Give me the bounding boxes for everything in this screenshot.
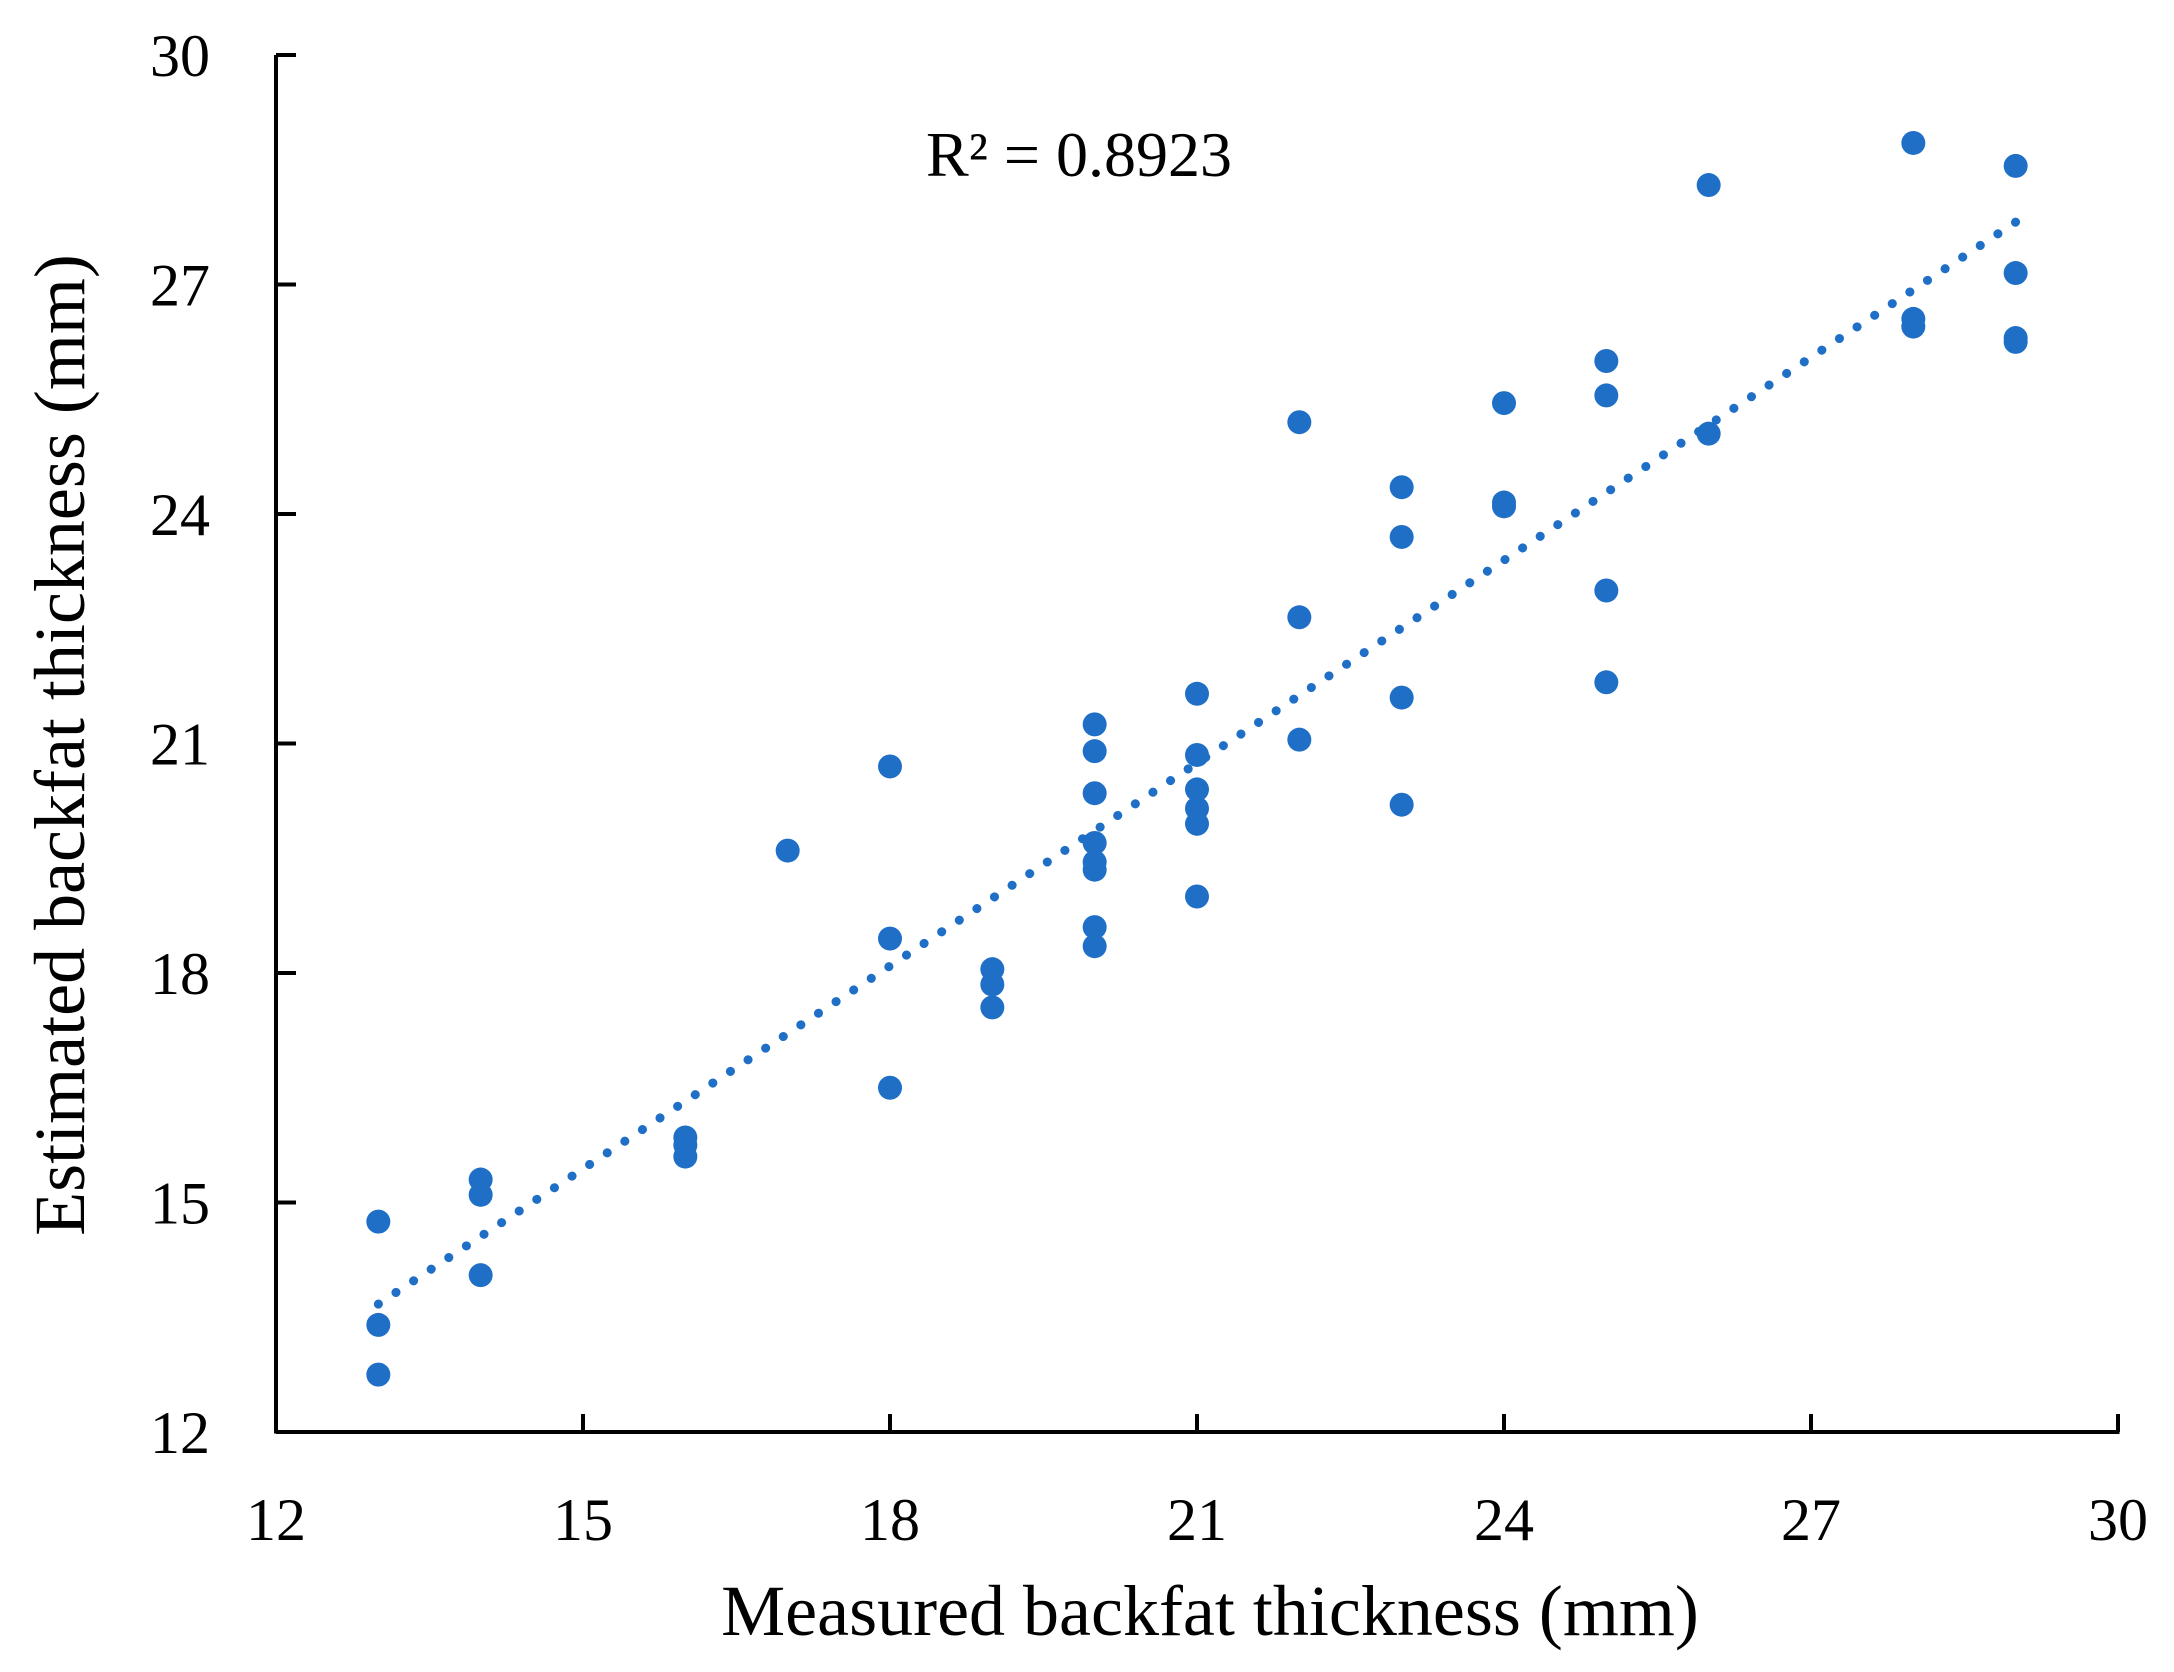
scatter-point (1082, 712, 1107, 737)
x-tick-label: 30 (2088, 1487, 2148, 1553)
scatter-point (468, 1167, 493, 1192)
scatter-point (1696, 421, 1721, 446)
scatter-point (878, 1075, 902, 1100)
scatter-point (366, 1362, 391, 1387)
y-tick-label: 15 (150, 1171, 210, 1237)
scatter-point (1594, 670, 1619, 695)
scatter-point (1082, 781, 1107, 806)
scatter-point (980, 995, 1005, 1020)
scatter-point (1389, 792, 1414, 817)
y-tick-label: 18 (150, 941, 210, 1007)
scatter-point (1082, 934, 1107, 959)
scatter-point (1594, 578, 1619, 603)
scatter-point (366, 1209, 391, 1234)
scatter-point (366, 1312, 391, 1337)
scatter-point (2003, 326, 2028, 351)
scatter-point (1594, 383, 1619, 408)
scatter-point (1185, 884, 1209, 909)
scatter-point (1287, 410, 1312, 435)
scatter-point (1287, 727, 1312, 752)
scatter-point (673, 1125, 698, 1150)
scatter-point (1185, 777, 1209, 802)
y-tick-label: 24 (150, 482, 210, 548)
y-axis-title: Estimated backfat thickness (mm) (20, 254, 100, 1236)
scatter-point (1389, 685, 1414, 710)
scatter-point (468, 1263, 493, 1288)
y-axis-ticks: 12 15 18 21 24 27 30 (150, 23, 296, 1466)
scatter-point (1082, 915, 1107, 940)
x-tick-label: 12 (246, 1487, 306, 1553)
scatter-point (775, 838, 800, 863)
x-tick-label: 24 (1474, 1487, 1534, 1553)
y-tick-label: 21 (150, 712, 210, 778)
scatter-point (1594, 349, 1619, 373)
y-tick-label: 12 (150, 1400, 210, 1466)
scatter-point (1185, 681, 1209, 706)
x-axis-title: Measured backfat thickness (mm) (721, 1571, 1699, 1651)
scatter-point (1287, 605, 1312, 630)
x-tick-label: 21 (1167, 1487, 1227, 1553)
scatter-point (1492, 391, 1516, 416)
y-tick-label: 27 (150, 253, 210, 319)
x-tick-label: 15 (553, 1487, 613, 1553)
x-tick-label: 18 (860, 1487, 920, 1553)
x-tick-label: 27 (1781, 1487, 1841, 1553)
x-axis-ticks: 12 15 18 21 24 27 30 (246, 1414, 2148, 1553)
r-squared-annotation: R² = 0.8923 (926, 119, 1232, 190)
scatter-point (1901, 306, 1926, 331)
scatter-point (1389, 475, 1414, 500)
scatter-point (1901, 130, 1926, 155)
scatter-point (1185, 742, 1209, 767)
scatter-point (1082, 830, 1107, 855)
scatter-point (980, 957, 1005, 982)
scatter-point (1082, 850, 1107, 875)
scatter-point (2003, 261, 2028, 286)
scatter-point (878, 926, 902, 951)
scatter-point (878, 754, 902, 779)
scatter-point (1492, 490, 1516, 515)
scatter-point (2003, 153, 2028, 178)
scatter-point (1082, 739, 1107, 764)
scatter-point (1389, 524, 1414, 549)
data-points (366, 130, 2028, 1387)
y-tick-label: 30 (150, 23, 210, 89)
scatter-point (1696, 173, 1721, 198)
scatter-point (1185, 796, 1209, 821)
